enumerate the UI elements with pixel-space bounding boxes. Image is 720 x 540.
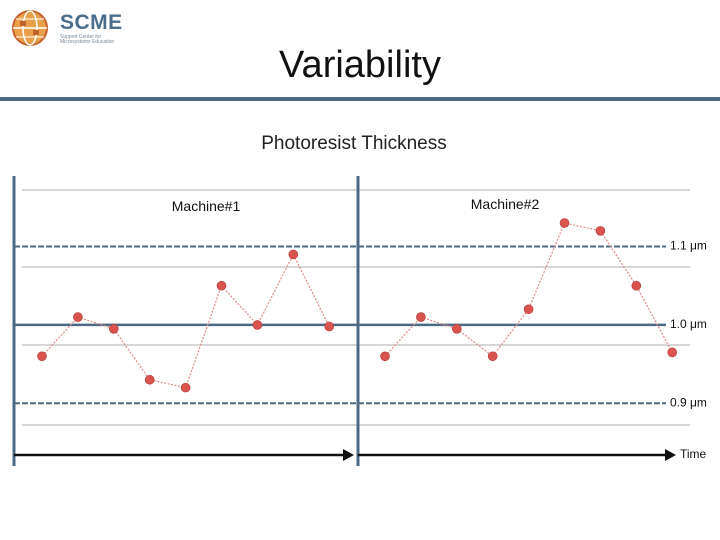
data-point <box>487 351 498 362</box>
data-point <box>451 324 462 334</box>
reference-lines: 1.1 μm 1.0 μm 0.9 μm <box>14 239 707 409</box>
data-point <box>73 312 83 322</box>
data-point <box>180 382 191 393</box>
time-arrow-machine-1 <box>343 449 354 461</box>
title-divider <box>0 97 720 101</box>
series-label-machine-1: Machine#1 <box>172 198 241 214</box>
series-label-machine-2: Machine#2 <box>471 196 540 212</box>
chart-title: Photoresist Thickness <box>261 133 447 154</box>
data-point <box>37 351 47 362</box>
series-line-1 <box>41 253 330 389</box>
x-axis-label: Time <box>680 447 707 461</box>
logo-subtitle: Support Center for Microsystems Educatio… <box>60 34 115 45</box>
data-point <box>380 351 390 362</box>
data-point <box>595 226 606 236</box>
data-series <box>37 218 678 393</box>
reference-line-label: 1.1 μm <box>670 239 707 253</box>
globe-icon <box>12 10 48 46</box>
data-point <box>252 320 263 330</box>
data-point <box>559 218 570 228</box>
data-point <box>144 374 155 385</box>
data-point <box>288 249 299 260</box>
series-line-2 <box>384 222 673 358</box>
grid-lines <box>22 189 690 426</box>
reference-line-label: 1.0 μm <box>670 317 707 331</box>
data-point <box>416 312 426 322</box>
time-arrow-machine-2 <box>665 449 676 461</box>
reference-line-label: 0.9 μm <box>670 395 707 409</box>
scme-logo: SCME Support Center for Microsystems Edu… <box>10 8 123 48</box>
logo-name: SCME <box>60 11 123 34</box>
data-point <box>667 347 678 358</box>
data-point <box>523 304 534 315</box>
data-point <box>109 324 119 334</box>
data-point <box>631 280 642 291</box>
data-point <box>216 280 227 291</box>
slide-title: Variability <box>279 44 441 86</box>
data-point <box>324 321 335 332</box>
